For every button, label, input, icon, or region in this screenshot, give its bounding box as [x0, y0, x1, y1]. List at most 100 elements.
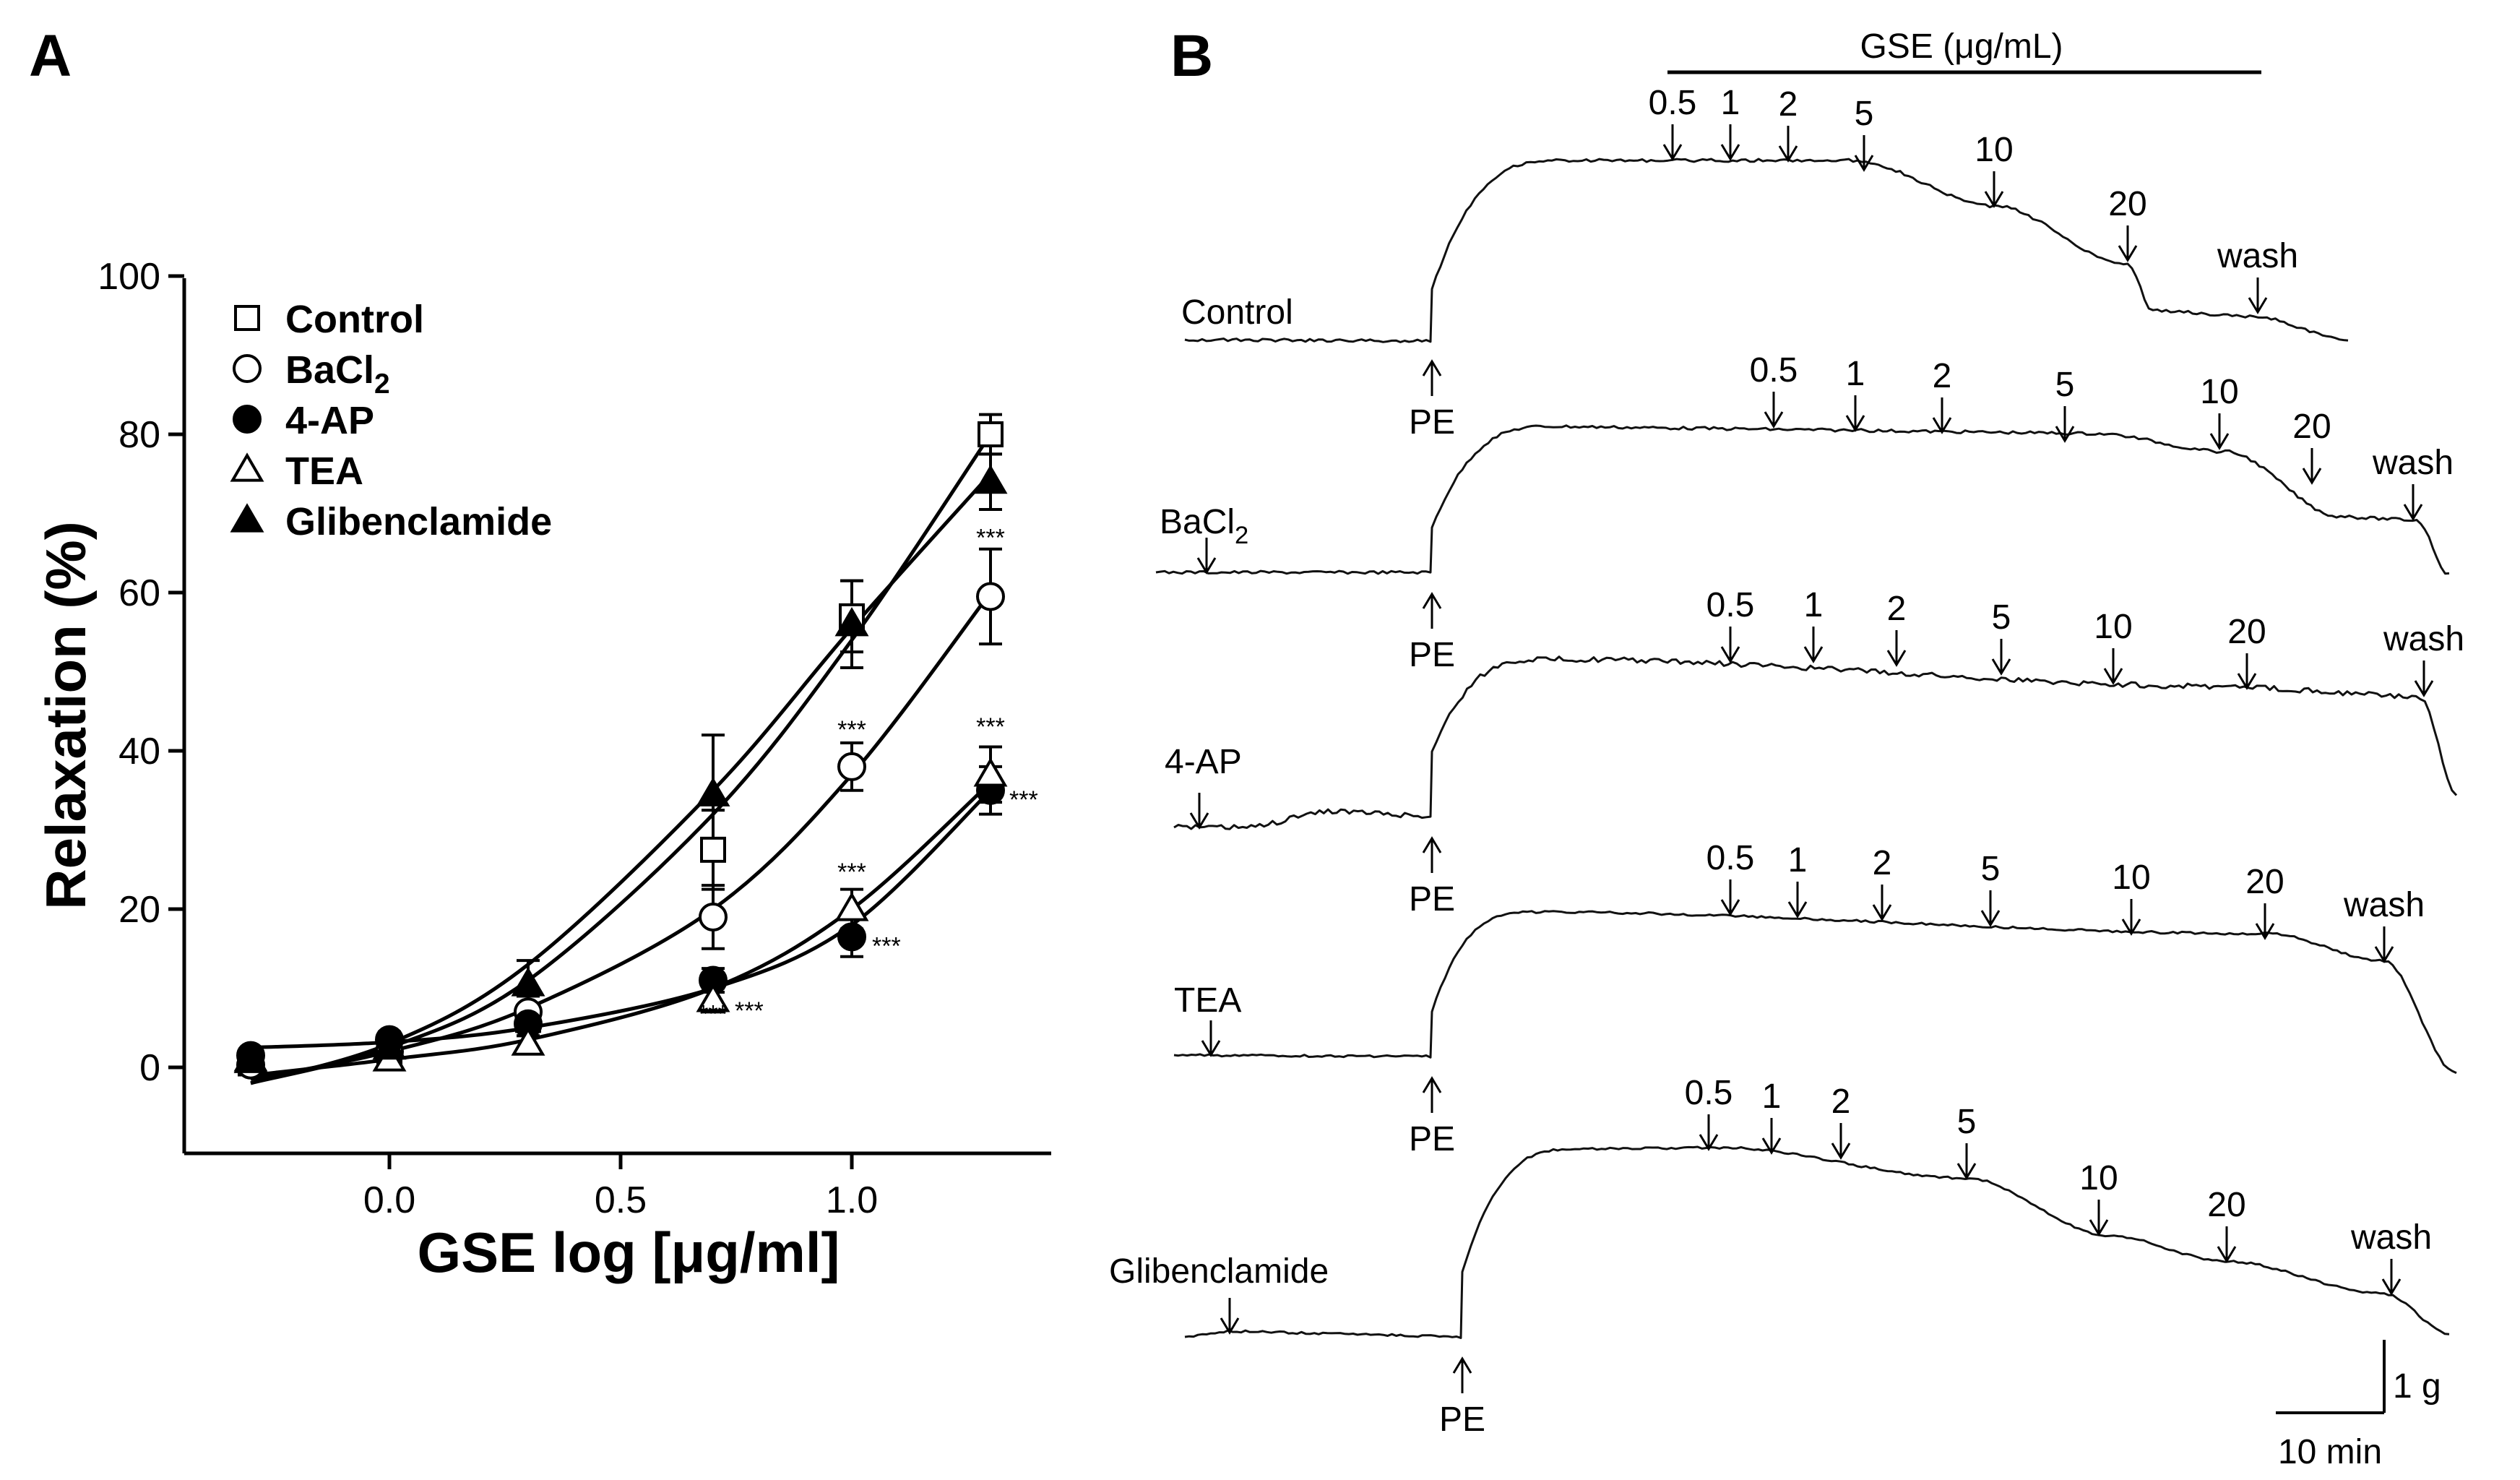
trace1-wash-arrowhead: [2248, 297, 2268, 314]
scale-time-label: 10 min: [2278, 1433, 2382, 1471]
trace4-conc-1-label: 1: [1788, 841, 1808, 879]
trace5-pe-arrowhead: [1452, 1356, 1472, 1374]
legend-label: 4-AP: [285, 399, 374, 442]
trace-control: [1184, 158, 2349, 343]
point-glibenclamide: [233, 1042, 268, 1072]
trace2-conc-20-arrowhead: [2302, 468, 2322, 485]
trace4-conc-0.5-label: 0.5: [1706, 839, 1755, 877]
significance-mark: ***: [976, 713, 1005, 741]
significance-mark: ***: [1009, 786, 1038, 814]
trace2-pe-label: PE: [1409, 636, 1455, 674]
trace1-conc-2-label: 2: [1779, 85, 1798, 124]
trace3-conc-10-label: 10: [2094, 608, 2132, 646]
y-ticks: 0 20 40 60 80 100: [98, 256, 184, 1089]
trace3-conc-10-arrowhead: [2103, 668, 2123, 685]
y-tick-label: 60: [118, 572, 160, 614]
point-tea: [696, 983, 730, 1012]
x-ticks: 0.0 0.5 1.0: [363, 1153, 878, 1221]
y-tick-label: 80: [118, 414, 160, 456]
trace-label-bacl2: BaCl2: [1160, 503, 1248, 549]
trace4-pe-label: PE: [1409, 1120, 1455, 1158]
trace5-conc-2-label: 2: [1831, 1083, 1851, 1121]
significance-mark: ***: [699, 1001, 728, 1028]
trace5-conc-0.5-arrowhead: [1699, 1134, 1719, 1151]
trace-4-ap: [1173, 655, 2458, 830]
trace-bacl2: [1155, 424, 2450, 575]
trace5-conc-2-arrowhead: [1831, 1143, 1851, 1160]
trace5-conc-10-label: 10: [2079, 1159, 2118, 1197]
data-points: [233, 421, 1008, 1080]
y-axis-title: Relaxation (%): [34, 521, 98, 909]
trace1-wash-label: wash: [2217, 237, 2298, 275]
trace3-conc-5-arrowhead: [1991, 658, 2011, 676]
trace1-conc-10-arrowhead: [1984, 191, 2004, 208]
significance-mark: ***: [837, 859, 866, 886]
trace1-conc-2-arrowhead: [1778, 145, 1798, 163]
trace2-conc-2-arrowhead: [1932, 417, 1952, 434]
trace3-conc-20-arrowhead: [2237, 673, 2257, 690]
point-glibenclamide: [834, 607, 869, 637]
y-tick-label: 40: [118, 731, 160, 773]
trace1-conc-0.5-label: 0.5: [1649, 84, 1697, 122]
significance-mark: ***: [976, 524, 1005, 551]
trace2-wash-label: wash: [2372, 444, 2454, 482]
point-glibenclamide: [372, 1030, 407, 1060]
y-tick-label: 100: [98, 256, 160, 298]
trace-labels: Control BaCl2 4-AP TEA Glibenclamide: [1109, 293, 1329, 1291]
trace1-conc-1-arrowhead: [1720, 144, 1740, 161]
trace3-wash-arrowhead: [2414, 680, 2434, 697]
legend-label: TEA: [285, 449, 363, 493]
significance-mark: ***: [735, 997, 764, 1025]
trace3-pe-arrowhead: [1422, 836, 1442, 853]
x-tick-label: 1.0: [826, 1179, 878, 1221]
trace2-conc-2-label: 2: [1933, 357, 1952, 395]
trace5-conc-5-label: 5: [1957, 1103, 1977, 1141]
trace-label-4-ap: 4-AP: [1165, 743, 1242, 781]
trace-glibenclamide: [1184, 1145, 2450, 1339]
trace5-wash-arrowhead: [2381, 1278, 2402, 1296]
trace4-conc-10-arrowhead: [2121, 918, 2141, 936]
trace5-conc-0.5-label: 0.5: [1685, 1074, 1733, 1112]
legend-marker-control: [234, 305, 260, 331]
trace-label-glibenclamide: Glibenclamide: [1109, 1252, 1329, 1291]
trace3-conc-2-label: 2: [1887, 590, 1907, 628]
x-tick-label: 0.5: [595, 1179, 647, 1221]
trace5-wash-label: wash: [2350, 1218, 2432, 1257]
legend-marker-bacl2: [233, 354, 262, 383]
trace3-conc-1-arrowhead: [1803, 646, 1824, 663]
point-glibenclamide: [973, 464, 1008, 494]
trace4-pe-arrowhead: [1422, 1076, 1442, 1093]
trace5-conc-5-arrowhead: [1956, 1163, 1977, 1180]
trace5-conc-1-arrowhead: [1761, 1137, 1782, 1155]
trace3-drug-arrowhead: [1189, 812, 1209, 830]
trace1-conc-5-label: 5: [1855, 95, 1874, 133]
trace4-wash-label: wash: [2343, 886, 2425, 924]
trace3-pe-label: PE: [1409, 880, 1455, 918]
trace4-conc-5-arrowhead: [1980, 910, 2001, 927]
fit-curve-4-ap: [250, 788, 992, 1050]
significance-mark: ***: [837, 716, 866, 744]
trace1-conc-10-label: 10: [1975, 131, 2013, 169]
trace4-conc-1-arrowhead: [1787, 901, 1808, 918]
trace5-conc-1-label: 1: [1762, 1077, 1782, 1116]
trace2-conc-0.5-arrowhead: [1764, 411, 1784, 429]
scale-bar: 1 g 10 min: [2276, 1340, 2441, 1471]
y-tick-label: 0: [139, 1047, 160, 1089]
trace2-conc-5-label: 5: [2055, 366, 2075, 404]
trace3-conc-2-arrowhead: [1886, 650, 1907, 667]
legend-marker-tea: [230, 452, 264, 482]
point-tea: [973, 757, 1008, 787]
trace2-conc-5-arrowhead: [2055, 426, 2075, 443]
trace1-conc-5-arrowhead: [1854, 155, 1874, 172]
trace-tea: [1173, 910, 2457, 1075]
legend-label: BaCl2: [285, 348, 390, 400]
trace2-conc-10-arrowhead: [2209, 433, 2230, 450]
scale-force-label: 1 g: [2393, 1367, 2441, 1406]
point-4-ap: [837, 922, 866, 952]
legend-marker-glibenclamide: [230, 503, 264, 533]
point-control: [978, 421, 1004, 447]
